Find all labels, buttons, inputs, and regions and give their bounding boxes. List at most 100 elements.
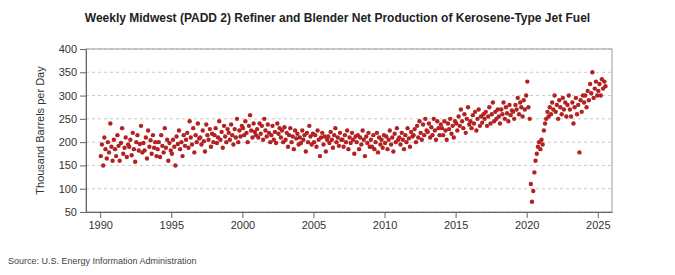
tick-label: 2020: [515, 219, 539, 231]
point: [115, 133, 119, 137]
point: [414, 140, 418, 144]
point: [229, 122, 233, 126]
point: [139, 124, 143, 128]
point: [423, 117, 427, 121]
point: [283, 138, 287, 142]
point: [251, 121, 255, 125]
point: [464, 131, 468, 135]
point: [142, 148, 146, 152]
point: [512, 117, 516, 121]
point: [462, 112, 466, 116]
point: [500, 112, 504, 116]
tick: 200: [59, 136, 86, 148]
point: [101, 163, 105, 167]
point: [255, 127, 259, 131]
tick: 2025: [586, 212, 610, 231]
tick-label: 200: [59, 136, 77, 148]
point: [288, 126, 292, 130]
point: [282, 125, 286, 129]
point: [426, 130, 430, 134]
point: [338, 131, 342, 135]
point: [110, 159, 114, 163]
point: [103, 147, 107, 151]
point: [228, 138, 232, 142]
tick-label: 2015: [444, 219, 468, 231]
point: [498, 121, 502, 125]
point: [187, 119, 191, 123]
tick-label: 350: [59, 66, 77, 78]
point: [113, 147, 117, 151]
point: [312, 140, 316, 144]
tick-mark: [242, 212, 243, 218]
tick: 350: [59, 66, 86, 78]
point: [260, 124, 264, 128]
tick-mark: [80, 119, 86, 120]
point: [105, 156, 109, 160]
point: [245, 140, 249, 144]
point: [441, 133, 445, 137]
tick-label: 2010: [373, 219, 397, 231]
point: [535, 152, 539, 156]
point: [108, 121, 112, 125]
point: [196, 121, 200, 125]
x-axis: 19901995200020052010201520202025: [87, 212, 613, 231]
point: [102, 135, 106, 139]
point: [354, 140, 358, 144]
point: [178, 147, 182, 151]
point: [434, 138, 438, 142]
point: [314, 145, 318, 149]
point: [372, 147, 376, 151]
point: [256, 135, 260, 139]
point: [484, 110, 488, 114]
point: [344, 140, 348, 144]
point: [574, 96, 578, 100]
point: [279, 135, 283, 139]
point: [180, 154, 184, 158]
point: [193, 133, 197, 137]
point: [146, 128, 150, 132]
point: [343, 133, 347, 137]
grid-line: [86, 95, 612, 96]
point: [235, 117, 239, 121]
point: [209, 145, 213, 149]
point: [561, 96, 565, 100]
point: [567, 93, 571, 97]
point: [538, 147, 542, 151]
point: [395, 126, 399, 130]
point: [583, 93, 587, 97]
point: [264, 134, 268, 138]
tick-mark: [80, 96, 86, 97]
grid-line: [86, 72, 612, 73]
point: [155, 147, 159, 151]
point: [135, 133, 139, 137]
point: [446, 121, 450, 125]
plot-frame: [86, 49, 612, 212]
point: [266, 122, 270, 126]
tick-mark: [80, 49, 86, 50]
point: [549, 112, 553, 116]
point: [529, 182, 533, 186]
point: [186, 146, 190, 150]
point: [241, 126, 245, 130]
point: [147, 145, 151, 149]
point: [195, 140, 199, 144]
point: [141, 141, 145, 145]
tick-label: 1995: [160, 219, 184, 231]
point: [346, 147, 350, 151]
point: [570, 100, 574, 104]
point: [125, 155, 129, 159]
tick: 1995: [160, 212, 184, 231]
point: [120, 126, 124, 130]
point: [554, 110, 558, 114]
point: [184, 138, 188, 142]
point: [320, 131, 324, 135]
point: [233, 127, 237, 131]
point: [128, 138, 132, 142]
point: [550, 100, 554, 104]
point: [584, 105, 588, 109]
tick: 2020: [515, 212, 539, 231]
point: [215, 141, 219, 145]
point: [318, 154, 322, 158]
tick-mark: [80, 165, 86, 166]
point: [248, 113, 252, 117]
